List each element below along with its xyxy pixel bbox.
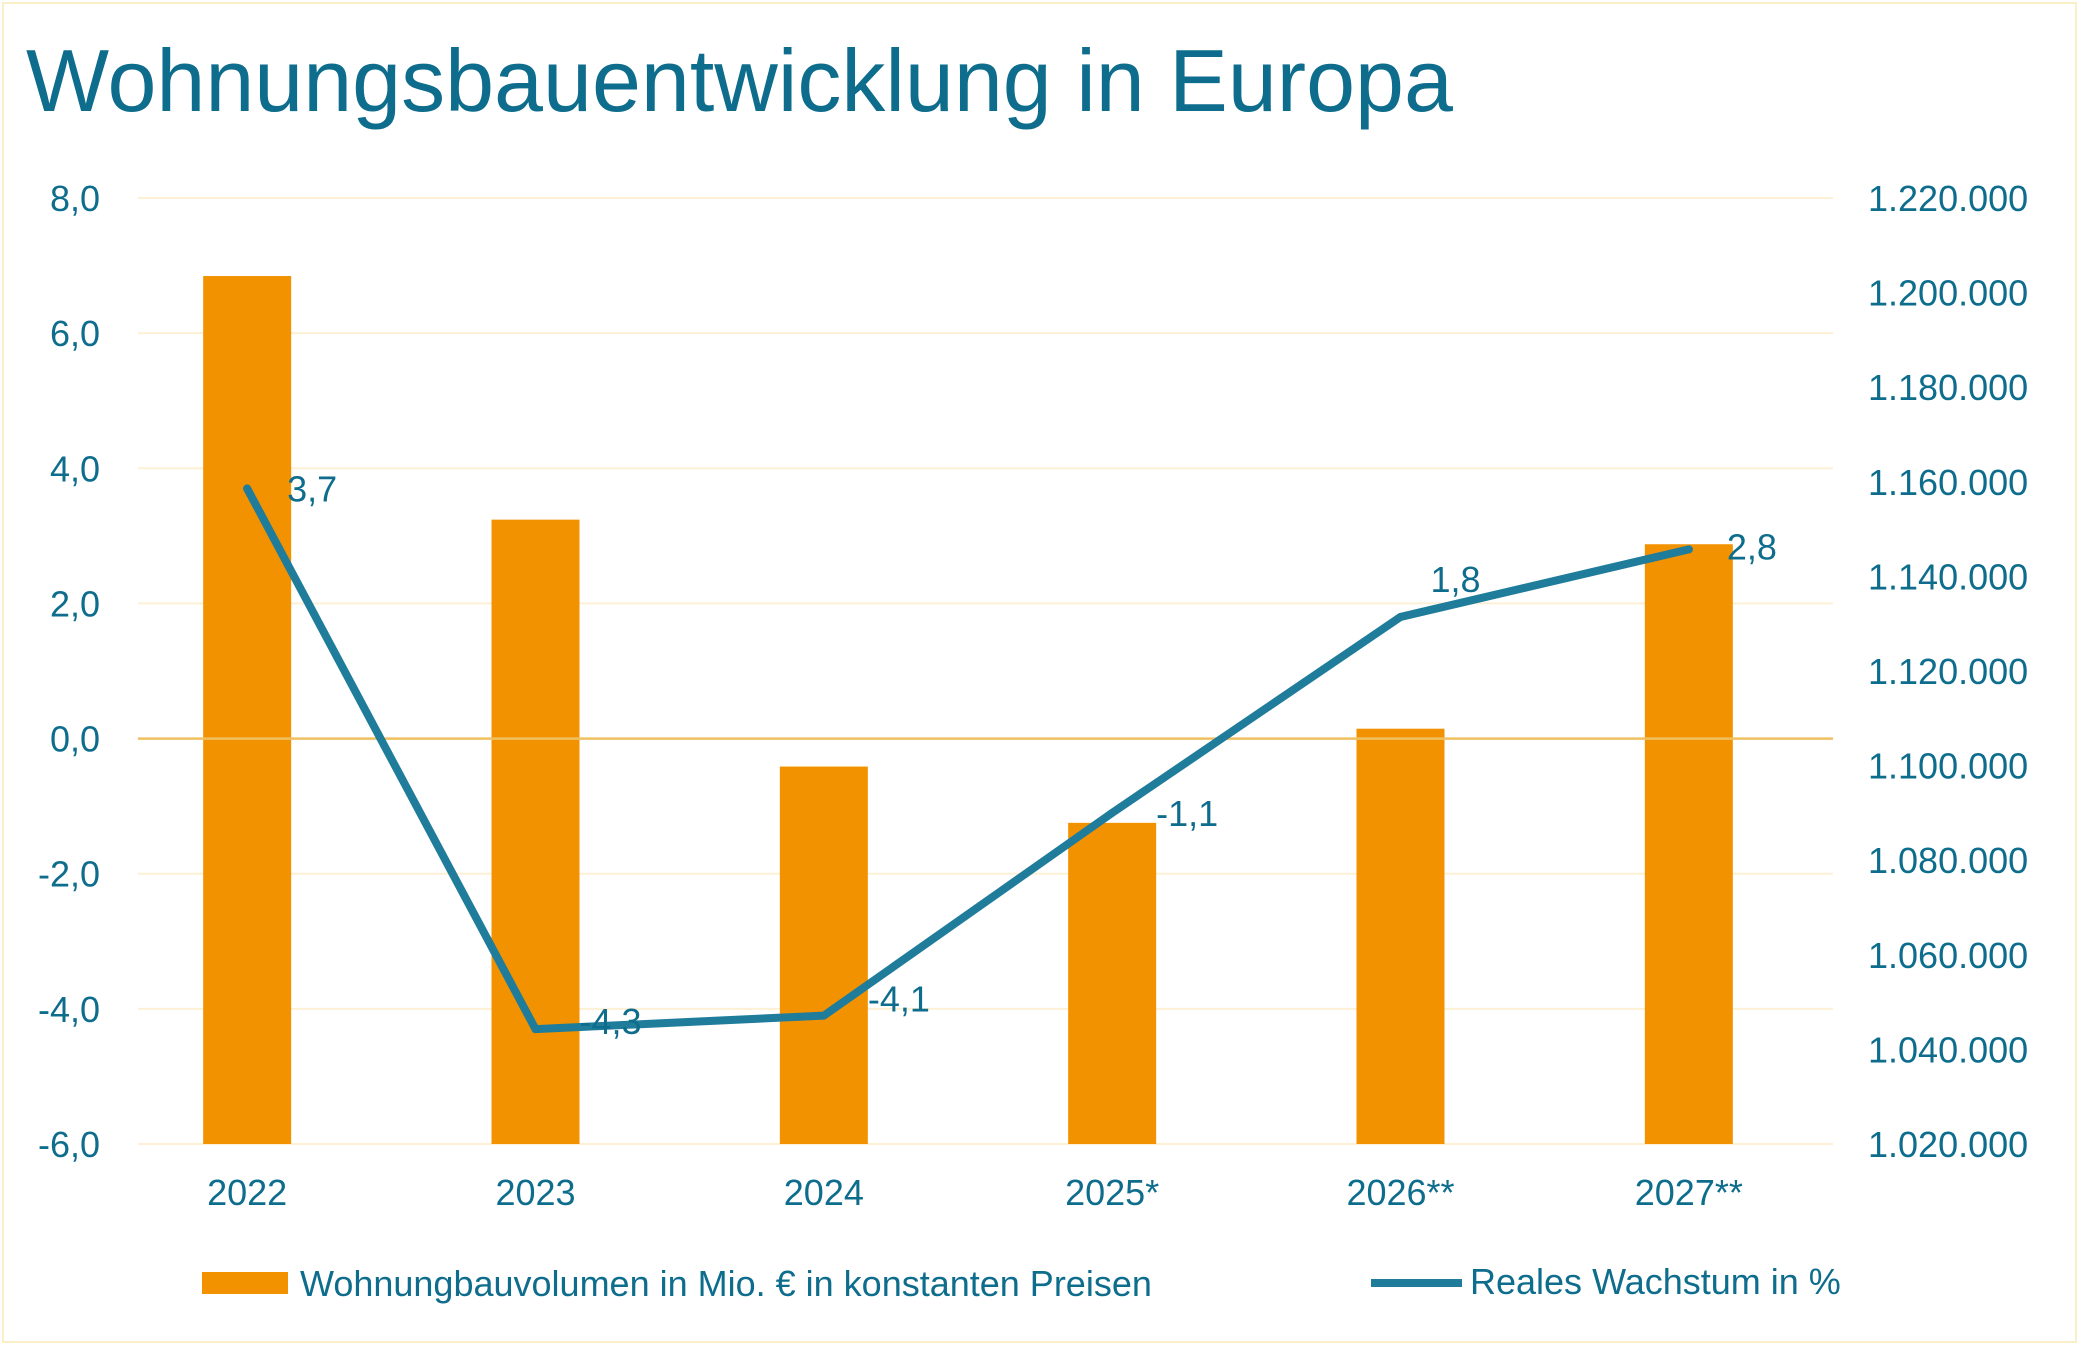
y-right-tick-label: 1.060.000 — [1868, 935, 2028, 976]
grid-layer — [138, 197, 1833, 1145]
bar-2022 — [203, 276, 292, 1144]
growth-point-2027** — [1684, 545, 1693, 554]
legend-label-line: Reales Wachstum in % — [1470, 1261, 1841, 1302]
legend: Wohnungbauvolumen in Mio. € in konstante… — [202, 1261, 1841, 1304]
y-left-tick-label: 8,0 — [50, 178, 100, 219]
line-layer — [243, 484, 1693, 1034]
growth-point-2022 — [243, 484, 252, 493]
x-tick-label: 2026** — [1346, 1172, 1454, 1213]
x-tick-label: 2027** — [1635, 1172, 1743, 1213]
data-label-layer: 3,7 -4,3 -4,1 -1,1 1,8 2,8 — [287, 469, 1777, 1043]
y-left-tick-label: 0,0 — [50, 719, 100, 760]
y-right-tick-label: 1.220.000 — [1868, 178, 2028, 219]
x-tick-label: 2022 — [207, 1172, 287, 1213]
axis-layer: 8,0 6,0 4,0 2,0 0,0 -2,0 -4,0 -6,0 1.220.000 1.20… — [38, 178, 2028, 1213]
growth-point-2025* — [1108, 808, 1117, 817]
y-right-tick-label: 1.200.000 — [1868, 273, 2028, 314]
x-tick-label: 2023 — [495, 1172, 575, 1213]
y-right-tick-label: 1.120.000 — [1868, 651, 2028, 692]
y-left-tick-label: 4,0 — [50, 448, 100, 489]
bar-2024 — [779, 766, 868, 1144]
data-label: -1,1 — [1156, 793, 1218, 834]
data-label: -4,1 — [868, 979, 930, 1020]
data-label: 1,8 — [1431, 559, 1481, 600]
y-left-tick-label: -6,0 — [38, 1124, 100, 1165]
y-left-tick-label: -2,0 — [38, 854, 100, 895]
bar-2027** — [1644, 544, 1733, 1144]
y-right-tick-label: 1.160.000 — [1868, 462, 2028, 503]
bar-2026** — [1356, 728, 1445, 1144]
y-right-tick-label: 1.020.000 — [1868, 1124, 2028, 1165]
x-tick-label: 2025* — [1065, 1172, 1159, 1213]
data-label: 2,8 — [1727, 526, 1777, 567]
growth-point-2023 — [531, 1025, 540, 1034]
bar-2025* — [1068, 822, 1157, 1144]
legend-label-bar: Wohnungbauvolumen in Mio. € in konstante… — [300, 1263, 1152, 1304]
growth-point-2024 — [819, 1011, 828, 1020]
data-label: -4,3 — [580, 1001, 642, 1042]
chart-title: Wohnungsbauentwicklung in Europa — [26, 31, 1453, 130]
growth-point-2026** — [1396, 612, 1405, 621]
legend-swatch-bar — [202, 1272, 288, 1294]
bar-2023 — [491, 519, 580, 1144]
y-right-tick-label: 1.040.000 — [1868, 1029, 2028, 1070]
y-left-tick-label: 2,0 — [50, 583, 100, 624]
x-tick-label: 2024 — [784, 1172, 864, 1213]
y-right-tick-label: 1.080.000 — [1868, 840, 2028, 881]
bar-layer — [203, 276, 1733, 1144]
y-left-tick-label: 6,0 — [50, 313, 100, 354]
y-left-tick-label: -4,0 — [38, 989, 100, 1030]
y-right-tick-label: 1.140.000 — [1868, 556, 2028, 597]
data-label: 3,7 — [287, 469, 337, 510]
y-right-tick-label: 1.180.000 — [1868, 367, 2028, 408]
y-right-tick-label: 1.100.000 — [1868, 746, 2028, 787]
growth-line — [243, 484, 1693, 1034]
